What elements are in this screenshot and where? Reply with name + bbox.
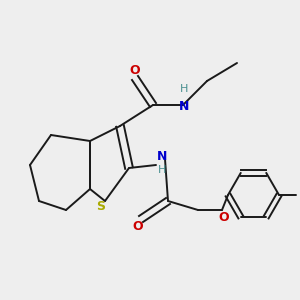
Text: O: O bbox=[218, 211, 229, 224]
Text: N: N bbox=[157, 149, 167, 163]
Text: O: O bbox=[130, 64, 140, 77]
Text: H: H bbox=[180, 83, 189, 94]
Text: H: H bbox=[158, 164, 166, 175]
Text: N: N bbox=[179, 100, 190, 113]
Text: O: O bbox=[133, 220, 143, 233]
Text: S: S bbox=[96, 200, 105, 213]
